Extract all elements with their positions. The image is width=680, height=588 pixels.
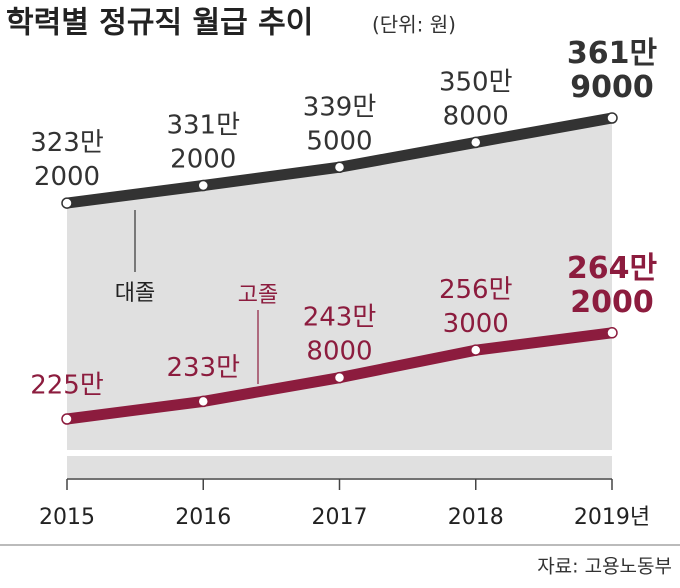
data-label: 323만 2000 (30, 128, 104, 192)
x-tick-label: 2017 (312, 505, 368, 530)
point (61, 413, 73, 425)
point (197, 395, 209, 408)
point (333, 161, 346, 174)
series-label: 고졸 (238, 283, 278, 308)
point (606, 112, 618, 124)
data-label: 339만 5000 (303, 92, 377, 156)
point (606, 327, 618, 339)
data-label: 225만 (30, 371, 104, 401)
data-label: 264만 2000 (567, 250, 658, 319)
x-tick-label: 2018 (448, 505, 504, 530)
source: 자료: 고용노동부 (537, 556, 672, 578)
x-tick-label: 2019년 (574, 505, 650, 530)
x-tick-label: 2015 (39, 505, 95, 530)
data-label: 361만 9000 (567, 36, 658, 105)
point (333, 371, 346, 384)
point (61, 197, 73, 209)
chart-title: 학력별 정규직 월급 추이 (6, 6, 313, 41)
data-label: 256만 3000 (439, 275, 513, 339)
band (67, 456, 612, 478)
data-label: 243만 8000 (303, 302, 377, 366)
point (470, 344, 482, 356)
data-label: 350만 8000 (439, 67, 513, 131)
data-label: 233만 (166, 353, 240, 383)
area (67, 118, 612, 450)
point (197, 179, 209, 192)
x-tick-label: 2016 (175, 505, 231, 530)
series-label: 대졸 (115, 281, 155, 306)
chart-subtitle: (단위: 원) (372, 13, 456, 37)
data-label: 331만 2000 (166, 110, 240, 174)
point (470, 136, 482, 149)
